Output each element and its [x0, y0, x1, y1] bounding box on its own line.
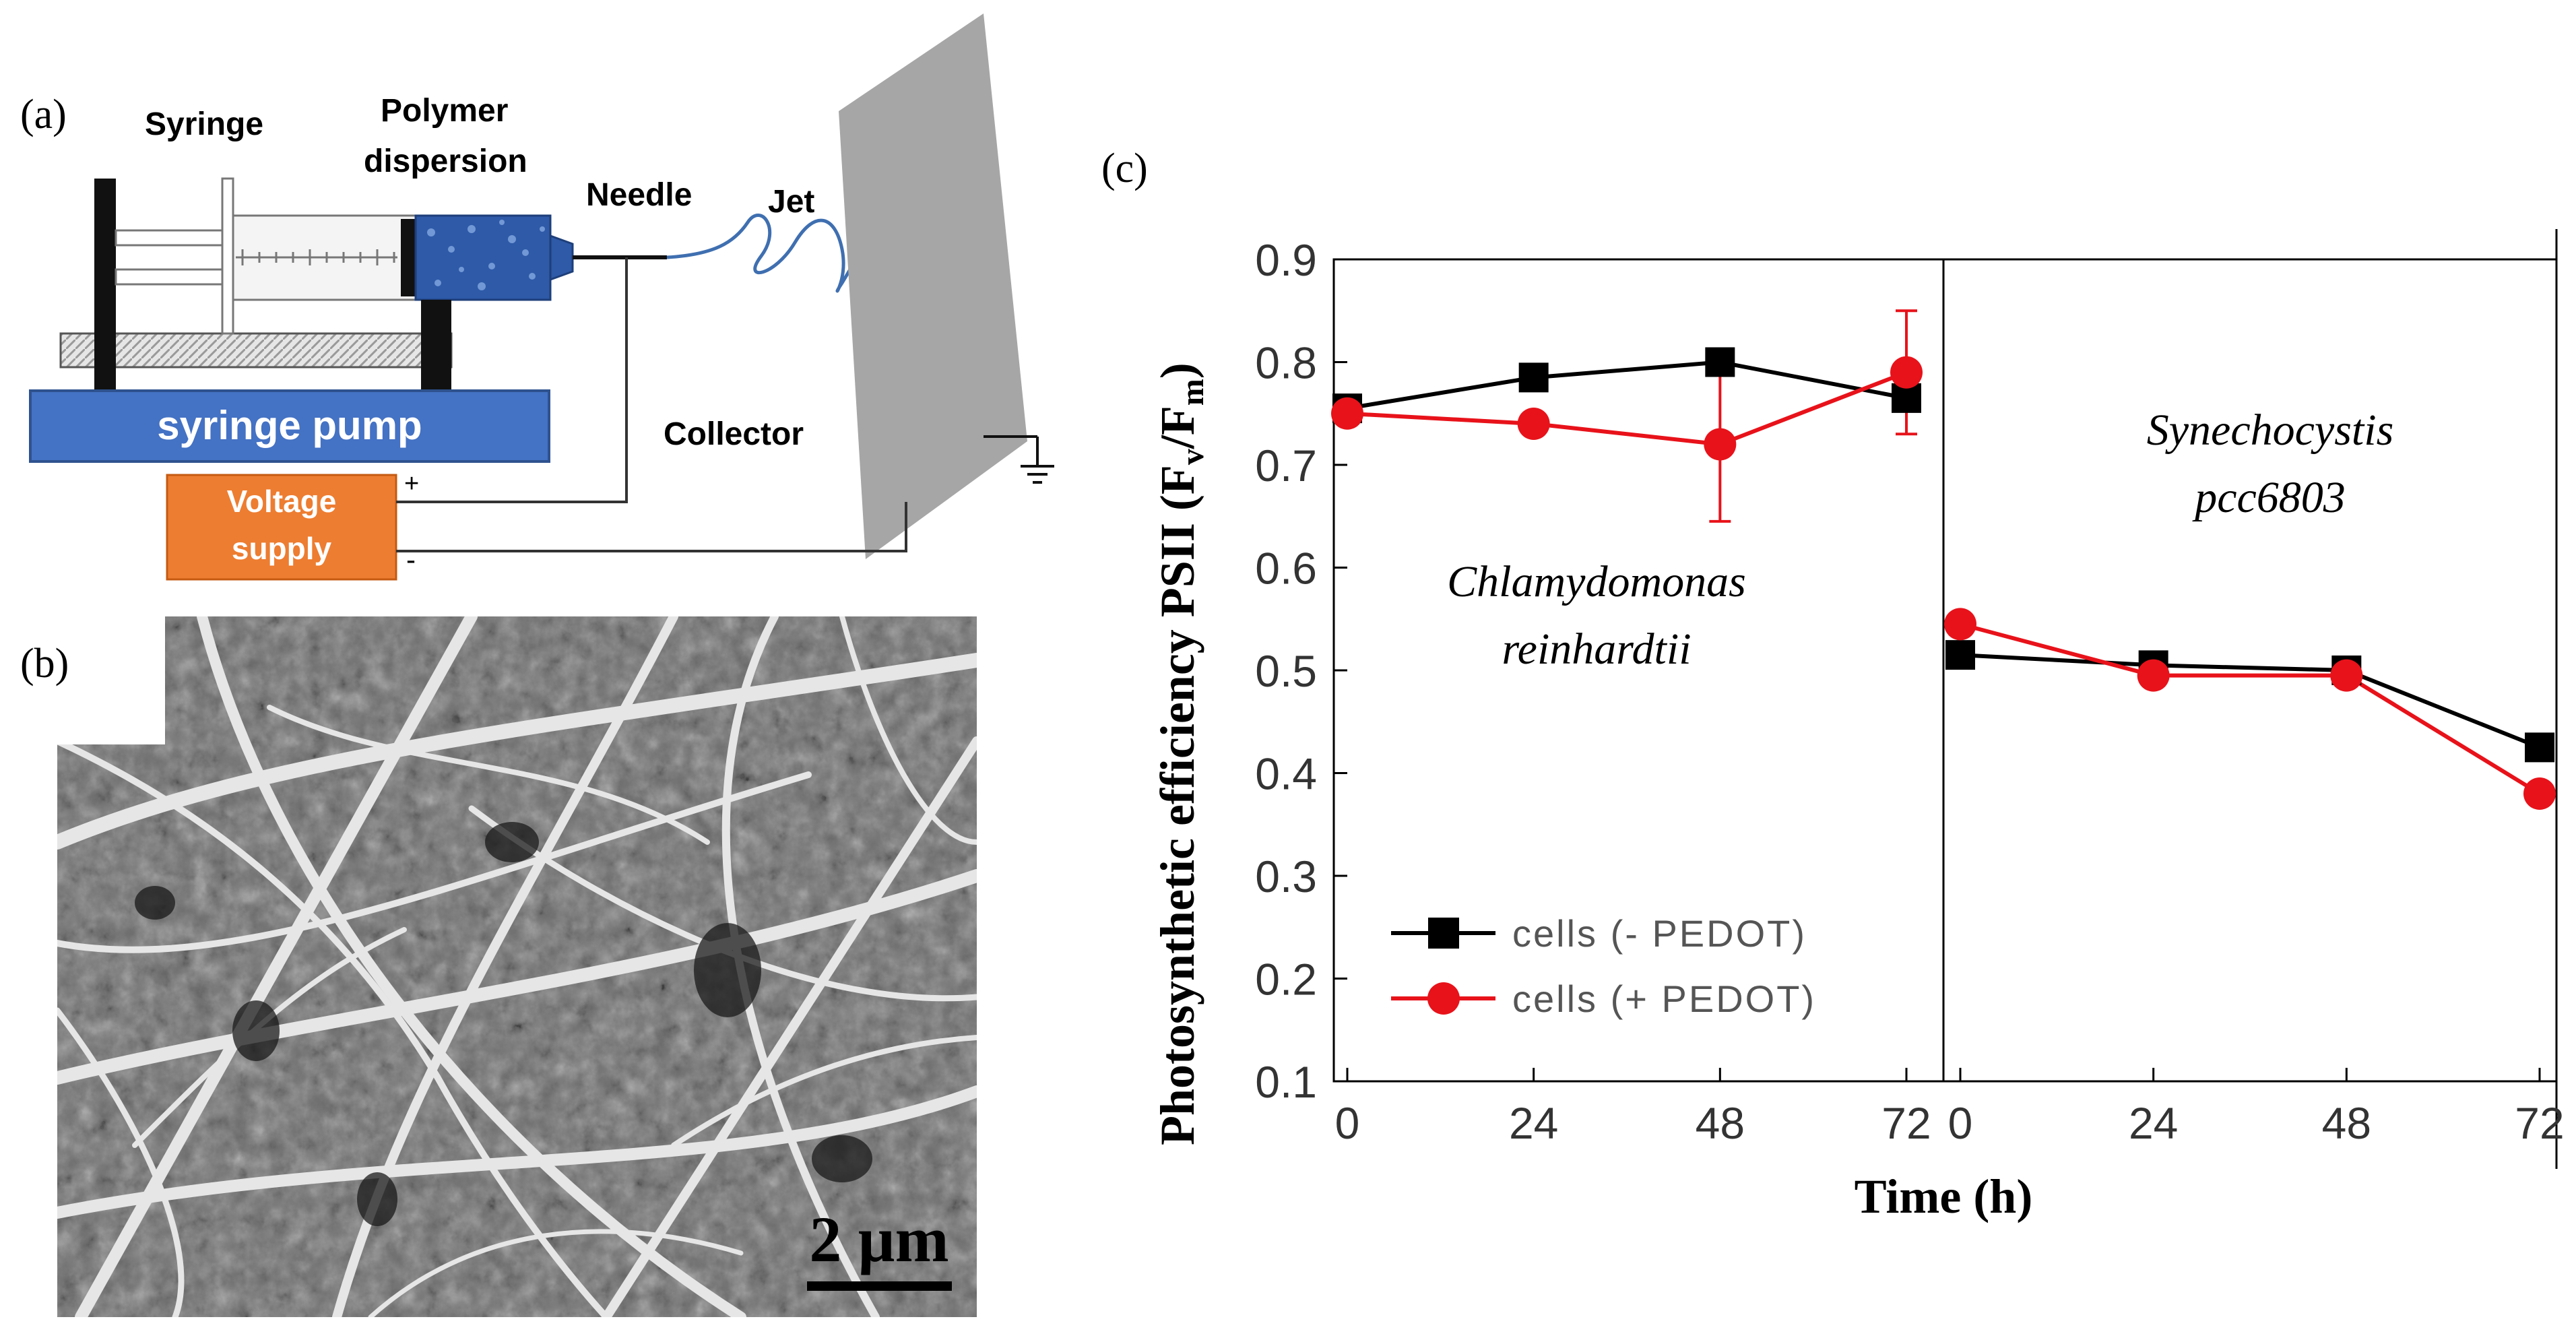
barrel-ticks: [241, 249, 395, 265]
scale-bar-label: 2 µm: [809, 1203, 948, 1275]
scale-bar: [807, 1281, 952, 1291]
y-axis-label: Photosynthetic efficiency PSII (Fv/Fm): [1151, 362, 1211, 1145]
point-plus-pedot: [2330, 659, 2363, 692]
y-tick-label: 0.2: [1255, 955, 1317, 1004]
jet-label: Jet: [768, 184, 814, 220]
y-tick-label: 0.6: [1255, 544, 1317, 594]
panel-b-label: (b): [20, 641, 69, 687]
right-species-line2: pcc6803: [2192, 473, 2346, 522]
legend: cells (- PEDOT) cells (+ PEDOT): [1391, 912, 1816, 1020]
y-axis-ticks: 0.1 0.2 0.3 0.4 0.5 0.6 0.7 0.8 0.9: [1255, 235, 1347, 1107]
y-axis-label-sub-v: v: [1175, 449, 1211, 465]
point-plus-pedot: [2137, 659, 2170, 692]
point-minus-pedot: [1518, 362, 1549, 393]
left-species-line2: reinhardtii: [1502, 625, 1691, 674]
x-tick-label: 72: [2515, 1098, 2564, 1148]
collector-label: Collector: [664, 416, 804, 452]
panel-a-label: (a): [20, 92, 67, 137]
point-plus-pedot: [2523, 777, 2556, 810]
syringe-stand: [421, 300, 451, 391]
y-tick-label: 0.5: [1255, 646, 1317, 696]
y-tick-label: 0.3: [1255, 852, 1317, 901]
sem-pores: [135, 822, 872, 1226]
left-species-line1: Chlamydomonas: [1447, 557, 1746, 606]
series-line: [1960, 653, 2541, 750]
right-species-line1: Synechocystis: [2147, 406, 2394, 455]
voltage-supply: [166, 474, 397, 581]
collector-plate: [839, 13, 1027, 559]
x-tick-label: 24: [1509, 1098, 1558, 1148]
x-tick-label: 48: [1696, 1098, 1745, 1148]
y-tick-label: 0.4: [1255, 749, 1317, 799]
point-plus-pedot: [1517, 408, 1550, 440]
series-line: [1960, 622, 2541, 796]
point-plus-pedot: [1704, 428, 1737, 461]
point-minus-pedot: [2525, 732, 2554, 763]
sem-image: [57, 616, 977, 1317]
positive-wire: [396, 257, 628, 503]
point-minus-pedot: [1705, 347, 1735, 377]
panel-c: (c) 0.10.20.30.40.50.60.70.80.9 0 24 48 72 0…: [1101, 146, 2565, 1223]
sem-fibers: [57, 616, 977, 1317]
x-tick-label: 72: [1881, 1098, 1931, 1148]
x-tick-label: 0: [1948, 1098, 1973, 1148]
point-minus-pedot: [1945, 640, 1975, 670]
series-layer: [1331, 309, 2556, 810]
x-tick-label: 48: [2322, 1098, 2371, 1148]
syringe-pump: [29, 389, 550, 463]
y-axis-label-main: Photosynthetic efficiency PSII (F: [1151, 465, 1204, 1145]
x-axis-label: Time (h): [1855, 1170, 2033, 1223]
legend-marker-plus: [1427, 982, 1460, 1015]
series-line: [1347, 370, 1908, 447]
legend-marker-minus: [1428, 918, 1459, 949]
y-tick-label: 0.1: [1255, 1057, 1317, 1107]
plunger-rod-lower: [115, 268, 235, 286]
plunger-stopper: [401, 219, 416, 296]
y-axis-label-sub-m: m: [1175, 379, 1211, 406]
panel-c-label: (c): [1101, 146, 1148, 191]
x-axis-ticks: 0 24 48 72 0 24 48 72: [1335, 1068, 2565, 1148]
ground-icon: [984, 435, 1054, 484]
plunger-flange: [221, 177, 234, 335]
syringe-label: Syringe: [145, 106, 263, 142]
panel-b: (b): [20, 616, 977, 1317]
polymer-label-line2: dispersion: [364, 143, 527, 179]
legend-label-minus: cells (- PEDOT): [1512, 912, 1807, 955]
point-plus-pedot: [1890, 356, 1923, 389]
pump-label: syringe pump: [157, 403, 422, 448]
x-tick-label: 0: [1335, 1098, 1360, 1148]
point-plus-pedot: [1944, 608, 1976, 641]
polymer-label-line1: Polymer: [381, 93, 508, 129]
plus-sign: +: [404, 470, 419, 498]
y-tick-label: 0.8: [1255, 338, 1317, 388]
point-plus-pedot: [1331, 397, 1363, 430]
needle-label: Needle: [586, 177, 692, 213]
plunger-rod: [115, 229, 235, 247]
x-tick-label: 24: [2129, 1098, 2178, 1148]
y-tick-label: 0.7: [1255, 441, 1317, 490]
legend-label-plus: cells (+ PEDOT): [1512, 978, 1816, 1020]
panel-a: (a) Syringe Polymer dispersion Needle Je…: [20, 13, 1054, 581]
voltage-label-line1: Voltage: [227, 484, 337, 519]
y-axis-label-slash: /F: [1151, 406, 1204, 449]
minus-sign: -: [406, 544, 416, 575]
y-tick-label: 0.9: [1255, 235, 1317, 285]
series-line: [1347, 360, 1907, 411]
plunger-plate: [94, 179, 116, 391]
negative-wire: [396, 502, 907, 552]
y-axis-label-close: ): [1151, 362, 1204, 379]
polymer-texture: [427, 220, 545, 290]
syringe-rail: [59, 332, 453, 369]
voltage-label-line2: supply: [232, 531, 332, 566]
syringe-tip: [549, 234, 574, 282]
